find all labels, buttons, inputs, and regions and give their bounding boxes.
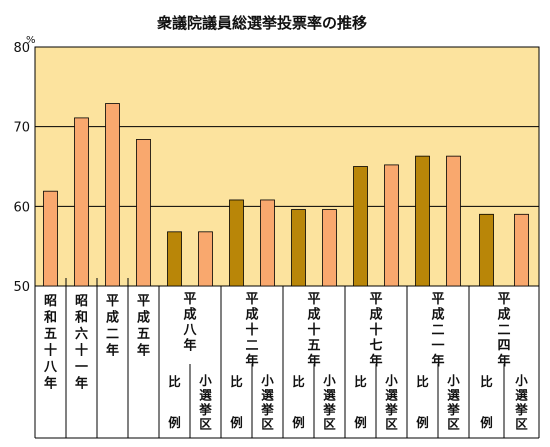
category-label: 平成五年 [137, 294, 150, 359]
category-label: 昭和六十一年 [75, 294, 88, 392]
sub-label-district: 小選挙区 [446, 373, 460, 432]
sub-label-district: 小選挙区 [198, 373, 212, 432]
sub-label-proportional: 例 [480, 415, 493, 430]
y-tick-label: 50 [13, 280, 30, 295]
bar [43, 190, 58, 287]
sub-label-district: 小選挙区 [514, 373, 528, 432]
category-label: 平成二四年 [497, 292, 510, 369]
sub-label-proportional: 例 [354, 415, 367, 430]
sub-label-proportional: 例 [168, 415, 181, 430]
bar [446, 155, 461, 287]
sub-label-district: 小選挙区 [322, 373, 336, 432]
bar [415, 155, 430, 287]
category-label: 平成十二年 [245, 292, 258, 369]
y-tick-label: 80 [13, 41, 30, 56]
sub-label-proportional: 比 [292, 374, 305, 389]
sub-label-proportional: 比 [416, 374, 429, 389]
bar [322, 209, 337, 287]
bar [229, 199, 244, 287]
bar [514, 213, 529, 287]
sub-label-proportional: 例 [230, 415, 243, 430]
chart-title: 衆議院議員総選挙投票率の推移 [157, 14, 367, 32]
bar [384, 164, 399, 287]
category-label: 平成二一年 [431, 292, 444, 369]
category-label: 昭和五十八年 [43, 294, 58, 392]
sub-label-proportional: 比 [480, 374, 493, 389]
category-label: 平成二年 [106, 294, 119, 359]
bar [105, 103, 120, 287]
category-label: 平成十五年 [307, 292, 320, 369]
bar [260, 199, 275, 287]
bar [353, 166, 368, 287]
category-label: 平成十七年 [369, 292, 382, 369]
sub-label-district: 小選挙区 [384, 373, 398, 432]
y-tick-label: 60 [13, 200, 30, 215]
bar [291, 209, 306, 287]
sub-label-proportional: 比 [168, 374, 181, 389]
bar [198, 231, 213, 287]
sub-label-proportional: 比 [354, 374, 367, 389]
y-axis-unit: % [26, 35, 36, 46]
bar [167, 231, 182, 287]
bar [74, 117, 89, 287]
sub-label-district: 小選挙区 [260, 373, 274, 432]
sub-label-proportional: 比 [230, 374, 243, 389]
bar [479, 213, 494, 287]
y-tick-label: 70 [13, 121, 30, 136]
category-label: 平成八年 [182, 292, 197, 354]
sub-label-proportional: 例 [292, 415, 305, 430]
bar [136, 139, 151, 287]
sub-label-proportional: 例 [416, 415, 429, 430]
